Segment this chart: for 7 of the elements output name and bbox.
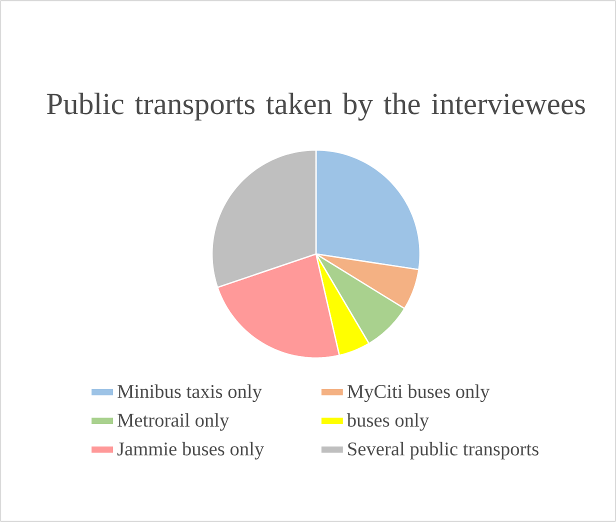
legend-label: MyCiti buses only — [347, 384, 490, 402]
legend-label: Several public transports — [348, 442, 538, 460]
legend-label: buses only — [346, 413, 429, 431]
legend-label: Metrorail only — [118, 413, 230, 431]
chart-title: Public transports taken by the interviewees — [46, 92, 585, 121]
legend-label: Minibus taxis only — [118, 384, 262, 402]
legend-label: Jammie buses only — [117, 442, 264, 460]
